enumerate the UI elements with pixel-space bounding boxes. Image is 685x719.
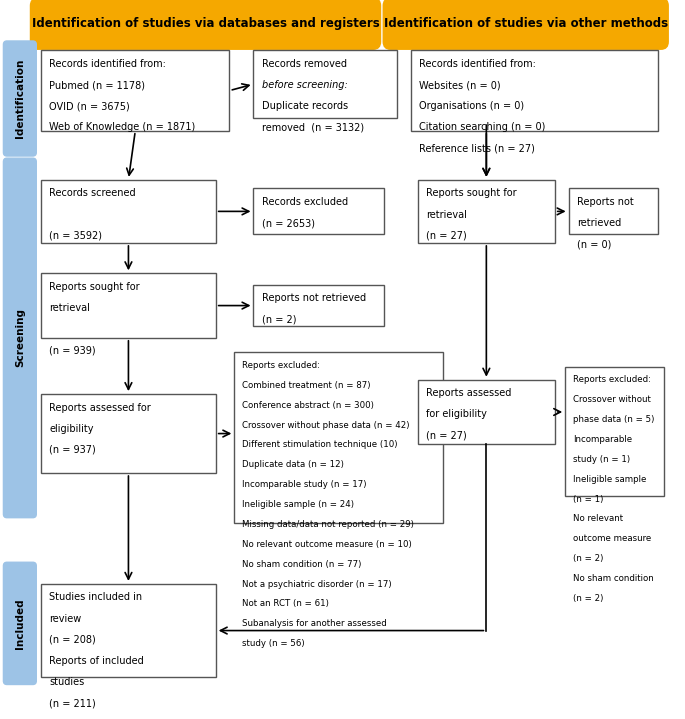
Text: Reports sought for: Reports sought for <box>49 282 140 292</box>
FancyBboxPatch shape <box>418 380 555 444</box>
Text: Incomparable study (n = 17): Incomparable study (n = 17) <box>242 480 367 489</box>
FancyBboxPatch shape <box>253 285 384 326</box>
Text: Combined treatment (n = 87): Combined treatment (n = 87) <box>242 381 371 390</box>
Text: Studies included in: Studies included in <box>49 592 142 603</box>
Text: (n = 937): (n = 937) <box>49 445 96 455</box>
Text: Records screened: Records screened <box>49 188 136 198</box>
Text: Missing data/data not reported (n = 29): Missing data/data not reported (n = 29) <box>242 520 414 529</box>
Text: (n = 2653): (n = 2653) <box>262 218 314 228</box>
Text: Reports sought for: Reports sought for <box>426 188 516 198</box>
Text: Subanalysis for another assessed: Subanalysis for another assessed <box>242 619 387 628</box>
FancyBboxPatch shape <box>253 188 384 234</box>
Text: Different stimulation technique (10): Different stimulation technique (10) <box>242 441 398 449</box>
FancyBboxPatch shape <box>384 0 668 49</box>
Text: Screening: Screening <box>15 308 25 367</box>
Text: for eligibility: for eligibility <box>426 409 487 419</box>
Text: No relevant outcome measure (n = 10): No relevant outcome measure (n = 10) <box>242 540 412 549</box>
Text: OVID (n = 3675): OVID (n = 3675) <box>49 101 130 111</box>
Text: Reports not: Reports not <box>577 197 634 207</box>
Text: retrieval: retrieval <box>426 209 467 219</box>
Text: (n = 3592): (n = 3592) <box>49 231 102 241</box>
Text: (n = 0): (n = 0) <box>577 239 611 249</box>
Text: phase data (n = 5): phase data (n = 5) <box>573 415 655 424</box>
Text: removed  (n = 3132): removed (n = 3132) <box>262 122 364 132</box>
FancyBboxPatch shape <box>41 180 216 243</box>
Text: Pubmed (n = 1178): Pubmed (n = 1178) <box>49 80 145 90</box>
Text: No sham condition (n = 77): No sham condition (n = 77) <box>242 559 362 569</box>
FancyBboxPatch shape <box>41 394 216 473</box>
FancyBboxPatch shape <box>569 188 658 234</box>
Text: Records identified from:: Records identified from: <box>49 59 166 69</box>
Text: Reports assessed for: Reports assessed for <box>49 403 151 413</box>
Text: outcome measure: outcome measure <box>573 534 651 544</box>
FancyBboxPatch shape <box>41 584 216 677</box>
Text: Organisations (n = 0): Organisations (n = 0) <box>419 101 524 111</box>
Text: (n = 2): (n = 2) <box>573 594 603 603</box>
Text: retrieved: retrieved <box>577 218 621 228</box>
FancyBboxPatch shape <box>565 367 664 496</box>
Text: studies: studies <box>49 677 84 687</box>
Text: (n = 27): (n = 27) <box>426 231 466 241</box>
Text: Not an RCT (n = 61): Not an RCT (n = 61) <box>242 600 329 608</box>
FancyBboxPatch shape <box>3 562 36 684</box>
Text: eligibility: eligibility <box>49 423 94 434</box>
Text: Websites (n = 0): Websites (n = 0) <box>419 80 501 90</box>
Text: Incomparable: Incomparable <box>573 435 632 444</box>
FancyBboxPatch shape <box>41 273 216 338</box>
Text: Reference lists (n = 27): Reference lists (n = 27) <box>419 144 535 154</box>
FancyBboxPatch shape <box>3 41 36 156</box>
Text: Records excluded: Records excluded <box>262 197 348 207</box>
Text: Records identified from:: Records identified from: <box>419 59 536 69</box>
Text: Duplicate data (n = 12): Duplicate data (n = 12) <box>242 460 345 470</box>
FancyBboxPatch shape <box>31 0 380 49</box>
Text: Identification of studies via other methods: Identification of studies via other meth… <box>384 17 668 30</box>
Text: Ineligible sample: Ineligible sample <box>573 475 647 484</box>
Text: study (n = 1): study (n = 1) <box>573 455 630 464</box>
Text: No relevant: No relevant <box>573 514 623 523</box>
FancyBboxPatch shape <box>411 50 658 131</box>
Text: Web of Knowledge (n = 1871): Web of Knowledge (n = 1871) <box>49 122 196 132</box>
Text: Crossover without phase data (n = 42): Crossover without phase data (n = 42) <box>242 421 410 429</box>
FancyBboxPatch shape <box>418 180 555 243</box>
Text: (n = 2): (n = 2) <box>262 314 296 324</box>
Text: Reports not retrieved: Reports not retrieved <box>262 293 366 303</box>
Text: before screening:: before screening: <box>262 80 347 90</box>
Text: Identification of studies via databases and registers: Identification of studies via databases … <box>32 17 379 30</box>
Text: No sham condition: No sham condition <box>573 574 654 583</box>
Text: Identification: Identification <box>15 59 25 138</box>
Text: (n = 211): (n = 211) <box>49 698 96 708</box>
Text: Duplicate records: Duplicate records <box>262 101 348 111</box>
Text: Included: Included <box>15 598 25 649</box>
Text: review: review <box>49 613 82 623</box>
Text: Ineligible sample (n = 24): Ineligible sample (n = 24) <box>242 500 355 509</box>
Text: (n = 2): (n = 2) <box>573 554 603 563</box>
Text: Crossover without: Crossover without <box>573 395 651 404</box>
FancyBboxPatch shape <box>3 158 36 518</box>
Text: (n = 1): (n = 1) <box>573 495 603 503</box>
FancyBboxPatch shape <box>253 50 397 118</box>
Text: Reports of included: Reports of included <box>49 656 144 666</box>
Text: Conference abstract (n = 300): Conference abstract (n = 300) <box>242 400 375 410</box>
Text: Reports excluded:: Reports excluded: <box>242 361 321 370</box>
FancyBboxPatch shape <box>234 352 443 523</box>
Text: Reports excluded:: Reports excluded: <box>573 375 651 385</box>
Text: (n = 27): (n = 27) <box>426 431 466 441</box>
Text: (n = 939): (n = 939) <box>49 345 96 355</box>
Text: retrieval: retrieval <box>49 303 90 313</box>
Text: study (n = 56): study (n = 56) <box>242 639 305 648</box>
Text: Records removed: Records removed <box>262 59 347 69</box>
Text: Reports assessed: Reports assessed <box>426 388 512 398</box>
Text: Not a psychiatric disorder (n = 17): Not a psychiatric disorder (n = 17) <box>242 580 392 589</box>
FancyBboxPatch shape <box>41 50 229 131</box>
Text: Citation searching (n = 0): Citation searching (n = 0) <box>419 122 545 132</box>
Text: (n = 208): (n = 208) <box>49 635 96 645</box>
